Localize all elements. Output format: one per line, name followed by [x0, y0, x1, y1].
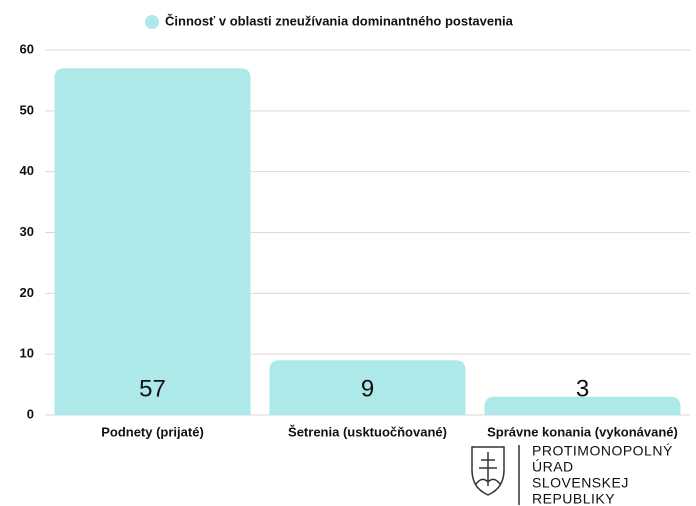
logo-text: SLOVENSKEJ: [532, 475, 629, 491]
x-tick-label: Šetrenia (usktuočňované): [288, 424, 447, 439]
logo-emblem: [471, 445, 520, 505]
legend-swatch: [145, 15, 159, 29]
bar: [484, 396, 681, 415]
y-tick-label: 50: [20, 102, 34, 117]
data-label: 3: [576, 375, 589, 402]
y-tick-label: 30: [20, 224, 34, 239]
y-tick-label: 20: [20, 285, 34, 300]
bar: [54, 68, 251, 415]
logo-text: ÚRAD: [532, 459, 574, 475]
y-tick-label: 60: [20, 41, 34, 56]
bar: [269, 360, 466, 415]
legend-label: Činnosť v oblasti zneužívania dominantné…: [165, 13, 514, 28]
y-tick-label: 10: [20, 346, 34, 361]
logo-text: REPUBLIKY: [532, 491, 615, 506]
x-tick-label: Podnety (prijaté): [101, 424, 204, 439]
y-tick-label: 0: [27, 406, 34, 421]
y-tick-label: 40: [20, 163, 34, 178]
data-label: 9: [361, 375, 374, 402]
logo-text: PROTIMONOPOLNÝ: [532, 443, 673, 459]
data-label: 57: [139, 375, 166, 402]
x-tick-label: Správne konania (vykonávané): [487, 424, 678, 439]
